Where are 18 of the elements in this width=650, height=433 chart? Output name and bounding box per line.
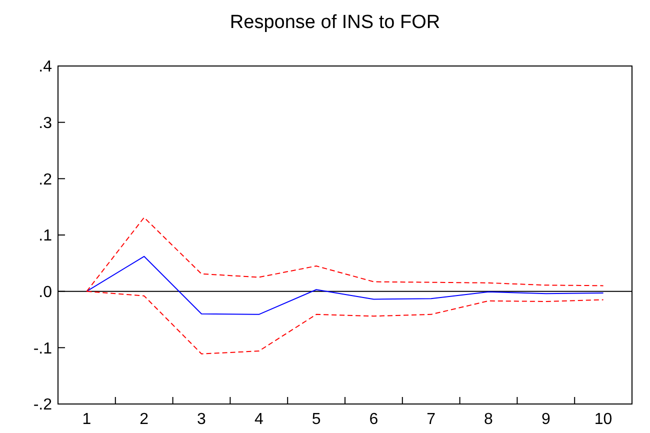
y-tick-label: .0	[38, 284, 52, 301]
x-tick-label: 2	[140, 411, 149, 428]
y-tick-label: .4	[38, 58, 52, 76]
x-tick-label: 10	[594, 411, 612, 428]
x-tick-label: 4	[254, 411, 264, 428]
y-tick-label: -.2	[33, 396, 52, 414]
y-tick-label: .1	[38, 228, 52, 245]
y-tick-label: -.1	[33, 340, 52, 358]
x-tick-label: 1	[82, 411, 92, 428]
x-tick-label: 9	[541, 411, 550, 428]
x-tick-label: 3	[197, 411, 206, 428]
y-tick-label: .3	[38, 114, 52, 132]
x-tick-label: 8	[484, 411, 494, 428]
x-tick-label: 6	[369, 411, 378, 428]
x-tick-label: 5	[312, 411, 321, 428]
y-tick-label: .2	[38, 171, 52, 188]
x-tick-label: 7	[426, 411, 436, 428]
chart-title: Response of INS to FOR	[230, 12, 440, 33]
